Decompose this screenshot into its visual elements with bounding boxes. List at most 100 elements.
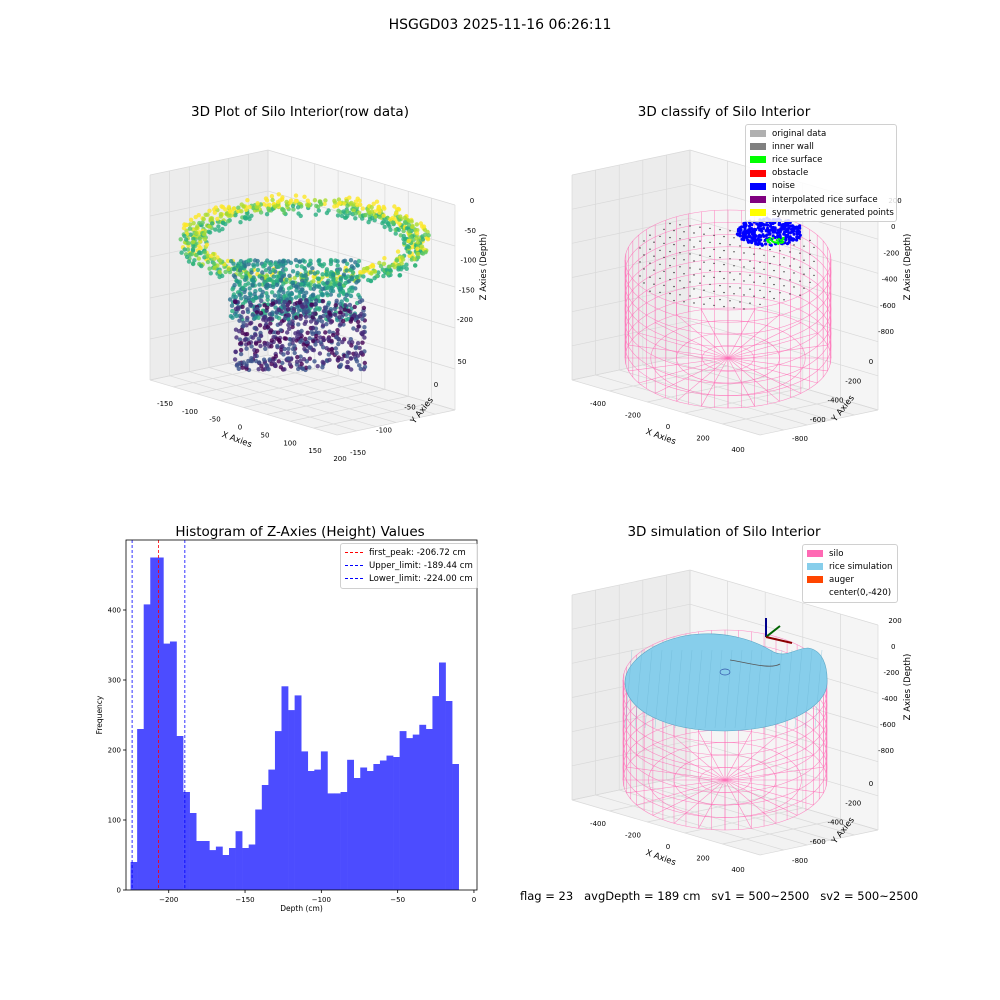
- silo-floor-ring: [676, 332, 780, 384]
- raw-point: [255, 262, 260, 267]
- surface-point: [669, 292, 671, 295]
- raw-point: [344, 364, 349, 370]
- surface-point: [693, 302, 695, 304]
- noise-point: [782, 232, 786, 236]
- raw-point: [260, 270, 265, 275]
- raw-point: [186, 241, 191, 246]
- raw-point: [335, 270, 341, 276]
- raw-point: [327, 357, 332, 363]
- raw-point: [336, 341, 341, 347]
- raw-point: [252, 353, 258, 359]
- raw-points: [178, 192, 431, 373]
- raw-point: [280, 360, 285, 366]
- legend-entry: interpolated rice surface: [750, 193, 892, 206]
- raw-point: [382, 256, 387, 261]
- surface-point: [683, 301, 685, 303]
- histogram-bar: [425, 729, 433, 890]
- center-marker: [719, 668, 731, 676]
- surface-point: [723, 305, 725, 308]
- surface-point: [639, 247, 641, 249]
- raw-point: [353, 345, 358, 351]
- raw-point: [266, 367, 271, 372]
- raw-point: [319, 292, 324, 297]
- raw-point: [201, 216, 206, 222]
- raw-point: [293, 193, 299, 198]
- surface-point: [803, 259, 805, 261]
- raw-point: [200, 220, 205, 225]
- raw-point: [307, 345, 312, 350]
- z-tick-label: -200: [883, 669, 899, 677]
- raw-point: [269, 344, 274, 349]
- raw-point: [209, 216, 215, 221]
- surface-point: [683, 273, 685, 275]
- raw-point: [291, 346, 296, 352]
- surface-point: [689, 281, 691, 283]
- raw-point: [316, 279, 321, 285]
- surface-point: [783, 285, 785, 287]
- raw-point: [207, 208, 212, 213]
- raw-point: [358, 270, 363, 275]
- raw-point: [368, 278, 374, 284]
- surface-point: [649, 276, 651, 278]
- grid-line: [595, 374, 784, 431]
- raw-point: [182, 233, 187, 239]
- grid-line: [609, 785, 728, 812]
- raw-point: [359, 350, 364, 355]
- raw-point: [263, 268, 269, 273]
- surface-point: [739, 301, 741, 303]
- surface-point: [803, 245, 805, 247]
- raw-point: [407, 250, 412, 255]
- mesh-line: [794, 649, 803, 729]
- raw-point: [310, 266, 315, 271]
- surface-point: [673, 243, 675, 246]
- raw-point: [265, 305, 270, 310]
- raw-point: [314, 305, 320, 311]
- rice-surface-point: [777, 237, 780, 241]
- raw-point: [226, 204, 232, 210]
- surface-point: [759, 289, 761, 292]
- raw-point: [294, 315, 299, 320]
- raw-point: [268, 262, 274, 268]
- raw-point: [355, 341, 361, 346]
- raw-point: [298, 354, 303, 359]
- raw-point: [239, 209, 244, 214]
- grid-line: [267, 231, 456, 288]
- x-tick-label: 0: [472, 896, 476, 904]
- surface-point: [813, 274, 815, 277]
- surface-point: [783, 271, 785, 273]
- raw-point: [322, 201, 327, 207]
- raw-point: [272, 363, 278, 368]
- raw-point: [282, 336, 287, 341]
- surface-point: [743, 266, 745, 268]
- legend-color-swatch: [807, 590, 823, 597]
- raw-point: [414, 222, 419, 227]
- raw-point: [239, 314, 244, 320]
- grid-line: [689, 320, 879, 377]
- raw-point: [187, 222, 193, 227]
- raw-point: [399, 261, 404, 266]
- raw-point: [287, 320, 292, 325]
- raw-point: [245, 307, 250, 312]
- surface-point: [753, 253, 755, 255]
- raw-point: [274, 314, 279, 319]
- raw-point: [340, 339, 345, 345]
- surface-point: [703, 247, 705, 249]
- raw-point: [316, 318, 321, 323]
- raw-point: [254, 310, 260, 315]
- grid-line: [571, 603, 691, 630]
- raw-point: [272, 293, 278, 298]
- raw-point: [343, 303, 348, 308]
- raw-point: [284, 199, 289, 205]
- x-tick-label: 400: [731, 446, 744, 454]
- raw-point: [228, 213, 233, 218]
- raw-point: [396, 265, 401, 270]
- grid-line: [571, 183, 691, 210]
- raw-point: [360, 340, 365, 345]
- raw-point: [311, 339, 316, 344]
- raw-point: [372, 276, 377, 281]
- histogram-bar: [399, 731, 407, 890]
- raw-point: [335, 328, 340, 333]
- surface-point: [699, 226, 701, 228]
- auger-axis-y: [765, 625, 781, 638]
- z-tick-label: -600: [880, 721, 896, 729]
